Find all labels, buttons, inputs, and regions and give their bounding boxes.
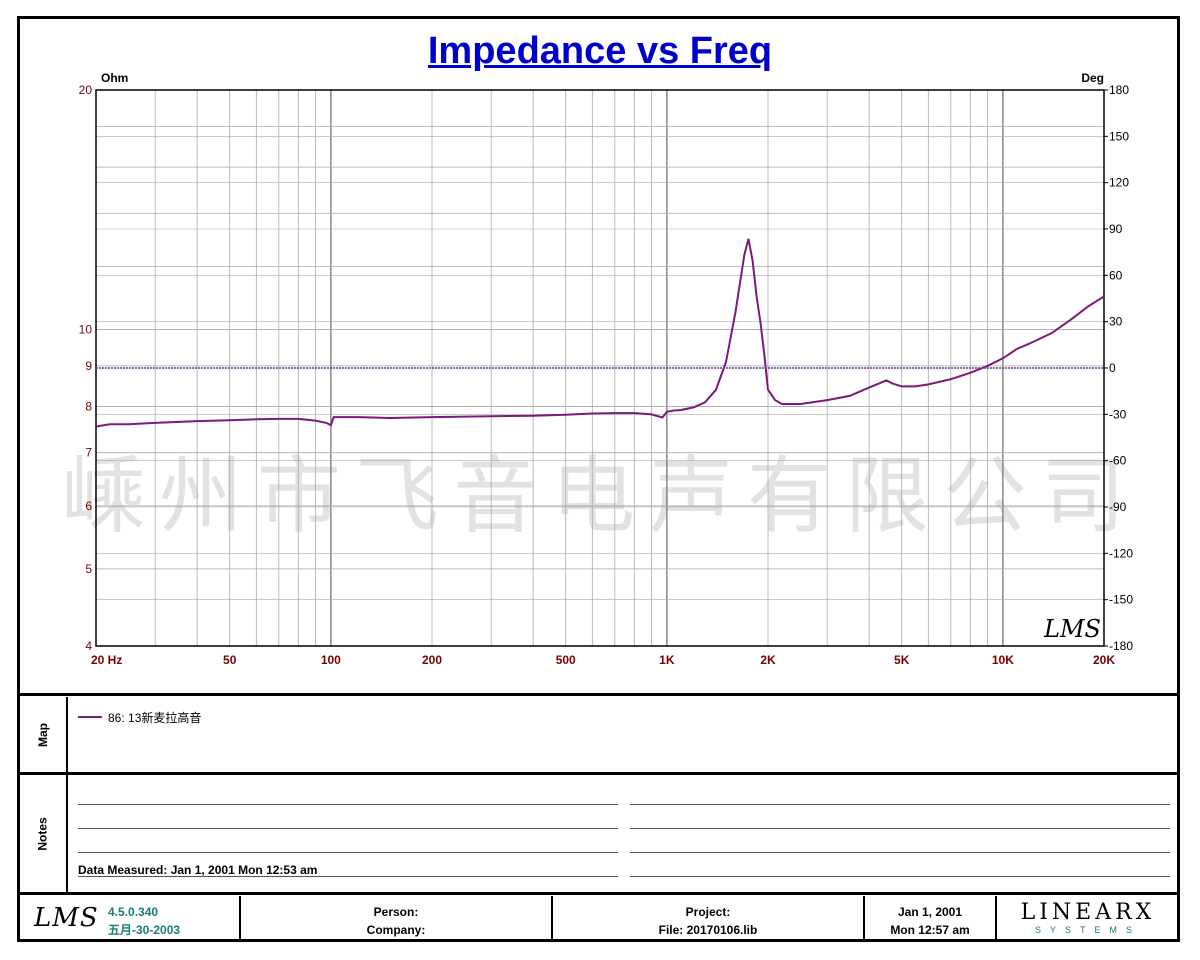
notes-divider — [17, 772, 1180, 775]
y-right-tick-label: -90 — [1109, 500, 1127, 514]
y-left-tick-label: 5 — [85, 562, 92, 576]
legend-entry: 86: 13新麦拉高音 — [108, 711, 202, 725]
footer-version: 4.5.0.340 五月-30-2003 — [108, 903, 180, 939]
x-tick-label: 20K — [1093, 653, 1115, 667]
y-left-tick-label: 8 — [85, 400, 92, 414]
version-number: 4.5.0.340 — [108, 905, 159, 919]
note-line — [630, 876, 1170, 877]
y-right-tick-label: -180 — [1109, 639, 1133, 653]
footer-date-cell: Jan 1, 2001 Mon 12:57 am — [865, 896, 997, 940]
note-line — [78, 852, 618, 853]
page-title: Impedance vs Freq — [427, 30, 773, 72]
plot-lms-logo: LMS — [1043, 615, 1101, 643]
impedance-line — [95, 238, 1105, 428]
footer-person-cell: Person: Company: — [241, 896, 553, 940]
person-label: Person: — [373, 905, 419, 919]
report-frame — [17, 16, 1180, 942]
x-tick-label: 5K — [894, 653, 910, 667]
y-right-tick-label: -150 — [1109, 593, 1133, 607]
map-label: Map — [36, 722, 50, 747]
footer-date: Jan 1, 2001 — [897, 905, 963, 919]
legend-swatch — [78, 716, 102, 718]
project-label: Project: — [685, 905, 731, 919]
note-line — [630, 828, 1170, 829]
series-group — [95, 238, 1105, 428]
y-left-axis-label: Ohm — [101, 71, 128, 85]
y-right-tick-label: -30 — [1109, 407, 1127, 421]
data-measured: Data Measured: Jan 1, 2001 Mon 12:53 am — [78, 863, 318, 877]
note-line — [630, 852, 1170, 853]
notes-label: Notes — [36, 816, 50, 851]
y-left-tick-label: 7 — [85, 446, 92, 460]
brand-sub: SYSTEMS — [1034, 925, 1141, 935]
footer-version-cell — [20, 896, 241, 940]
y-right-tick-label: 150 — [1109, 129, 1129, 143]
footer-lms-logo: LMS — [34, 903, 99, 933]
x-tick-label: 100 — [321, 653, 341, 667]
y-right-tick-label: 90 — [1109, 222, 1123, 236]
map-divider — [17, 693, 1180, 696]
y-left-tick-label: 20 — [79, 83, 93, 97]
footer-divider — [17, 892, 1180, 895]
y-right-tick-label: -60 — [1109, 454, 1127, 468]
x-tick-label: 1K — [659, 653, 675, 667]
x-tick-label: 10K — [992, 653, 1014, 667]
y-right-axis-label: Deg — [1081, 71, 1104, 85]
y-right-tick-label: 60 — [1109, 268, 1123, 282]
y-right-tick-label: 120 — [1109, 176, 1129, 190]
note-line — [78, 804, 618, 805]
version-date: 五月-30-2003 — [108, 923, 181, 937]
x-tick-label: 50 — [223, 653, 237, 667]
y-right-tick-label: -120 — [1109, 546, 1133, 560]
y-left-tick-label: 9 — [85, 359, 92, 373]
y-axis-right: -180 -150 -120 -90 -60 -30 0 30 60 90 120 150 180 — [1104, 83, 1133, 653]
notes-label-cell: Notes — [20, 775, 68, 892]
linearx-logo: LINEARX SYSTEMS — [1000, 900, 1176, 935]
y-axis-left: 4 5 6 7 8 9 10 20 — [79, 83, 93, 653]
brand: LINEARX — [1020, 900, 1156, 925]
note-line — [630, 804, 1170, 805]
impedance-chart: 嵊州市飞音电声有限公司 20 Hz 50 100 200 500 1K 2K 5K 10K 20K… — [61, 71, 1139, 667]
y-left-tick-label: 6 — [85, 499, 92, 513]
x-axis: 20 Hz 50 100 200 500 1K 2K 5K 10K 20K — [91, 653, 1115, 667]
footer-project-cell: Project: File: 20170106.lib — [553, 896, 865, 940]
map-label-cell: Map — [20, 697, 68, 772]
file-label: File: 20170106.lib — [658, 923, 758, 937]
x-tick-label: 20 Hz — [91, 653, 122, 667]
y-left-tick-label: 4 — [85, 639, 92, 653]
x-tick-label: 2K — [760, 653, 776, 667]
y-right-tick-label: 0 — [1109, 361, 1116, 375]
y-right-tick-label: 30 — [1109, 315, 1123, 329]
note-line — [78, 828, 618, 829]
y-left-tick-label: 10 — [79, 322, 93, 336]
x-tick-label: 500 — [556, 653, 576, 667]
note-line — [78, 876, 618, 877]
footer-time: Mon 12:57 am — [890, 923, 970, 937]
watermark-text: 嵊州市飞音电声有限公司 — [61, 447, 1139, 545]
y-right-tick-label: 180 — [1109, 83, 1129, 97]
x-tick-label: 200 — [422, 653, 442, 667]
company-label: Company: — [366, 923, 426, 937]
watermark: 嵊州市飞音电声有限公司 — [61, 447, 1139, 545]
